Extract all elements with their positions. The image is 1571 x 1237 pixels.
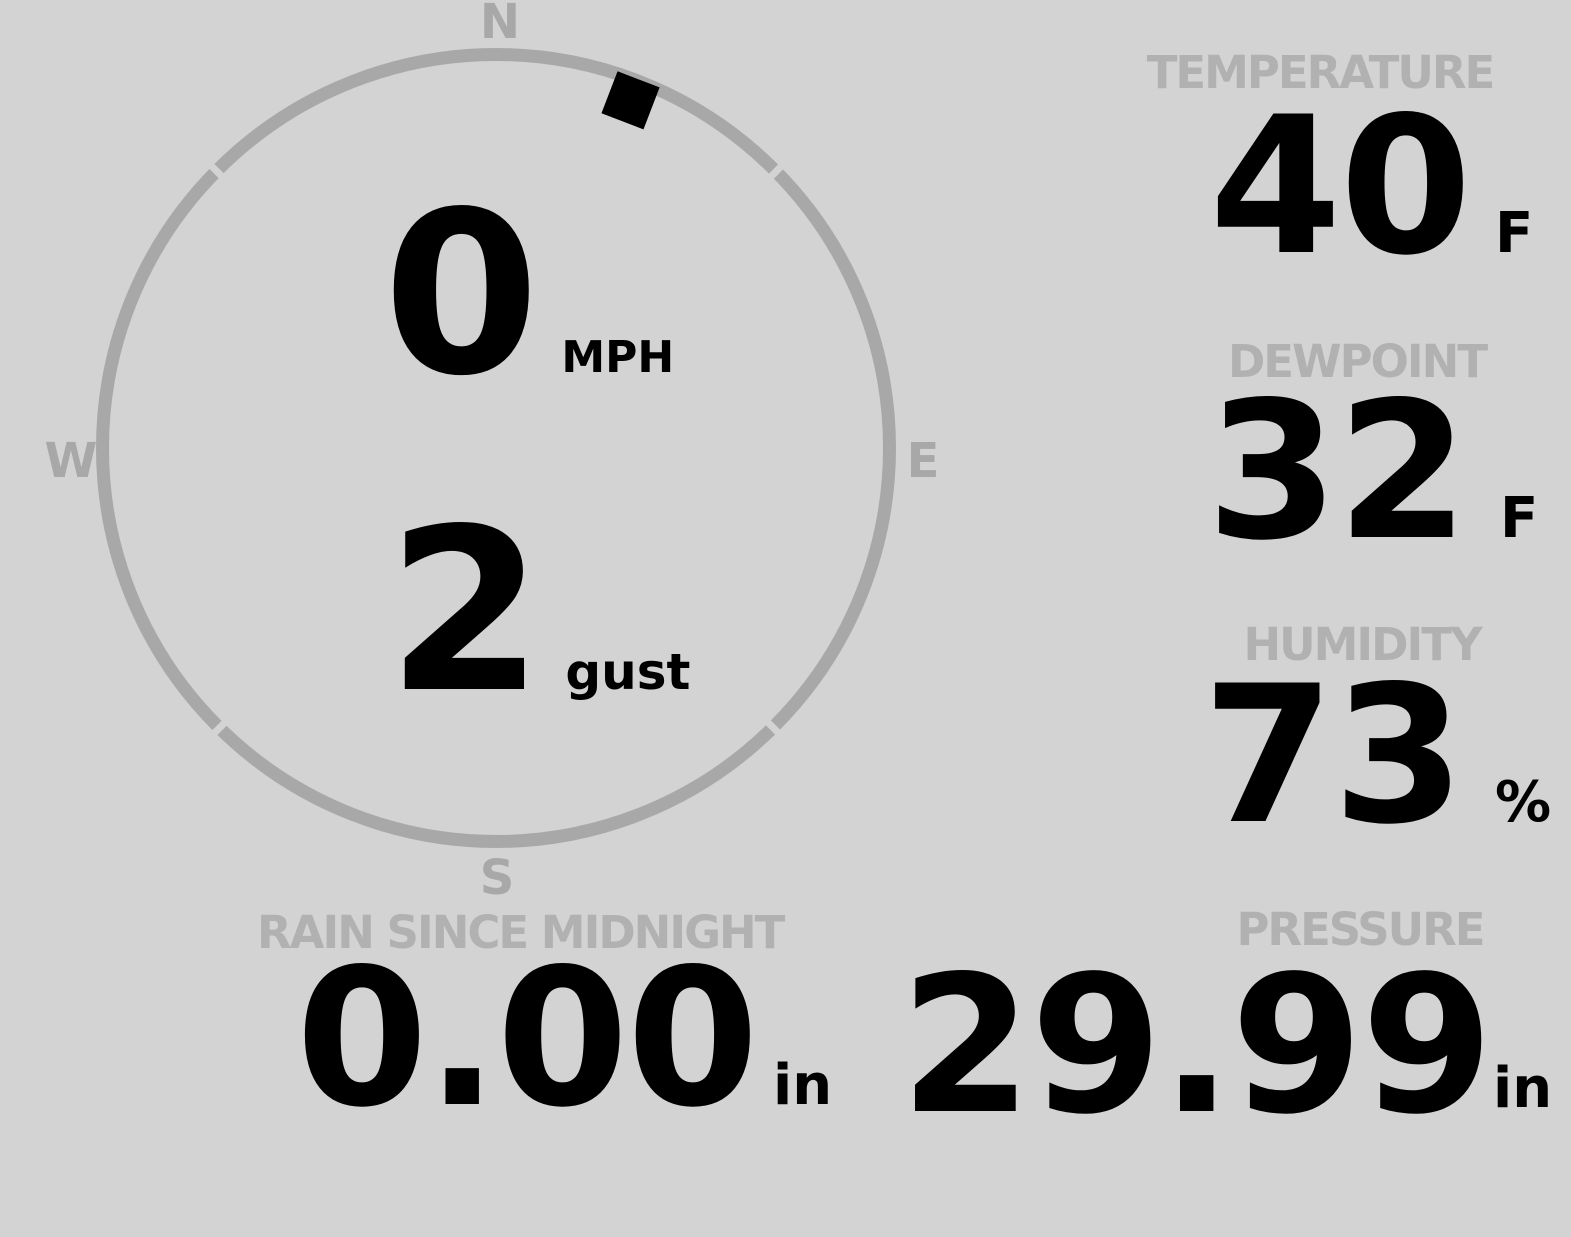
pressure-label: PRESSURE xyxy=(1236,903,1485,956)
wind-gust-value: 2 xyxy=(387,481,544,743)
pressure-value: 29.99 xyxy=(900,935,1493,1156)
compass-label-south: S xyxy=(479,850,515,906)
wind-gust: 2 gust xyxy=(387,500,690,725)
dewpoint-value: 32 xyxy=(1206,361,1469,582)
dewpoint-label: DEWPOINT xyxy=(1227,335,1488,388)
compass-label-west: W xyxy=(44,433,98,489)
temperature-value: 40 xyxy=(1209,76,1472,297)
pressure-unit: in xyxy=(1493,1056,1553,1121)
wind-speed-value: 0 xyxy=(383,164,540,426)
temperature-label: TEMPERATURE xyxy=(1146,46,1496,99)
temperature-unit: F xyxy=(1495,201,1534,266)
rain-label: RAIN SINCE MIDNIGHT xyxy=(257,906,785,959)
rain-unit: in xyxy=(773,1053,833,1118)
dewpoint-unit: F xyxy=(1500,486,1539,551)
rain-value: 0.00 xyxy=(295,928,759,1149)
humidity-unit: % xyxy=(1495,770,1552,835)
compass-label-east: E xyxy=(906,433,940,489)
humidity-label: HUMIDITY xyxy=(1243,618,1482,671)
humidity-value: 73 xyxy=(1202,645,1465,866)
compass-label-north: N xyxy=(479,0,521,50)
wind-speed-unit: MPH xyxy=(561,332,675,383)
wind-gust-label: gust xyxy=(565,643,691,701)
wind-speed: 0 MPH xyxy=(383,183,674,408)
